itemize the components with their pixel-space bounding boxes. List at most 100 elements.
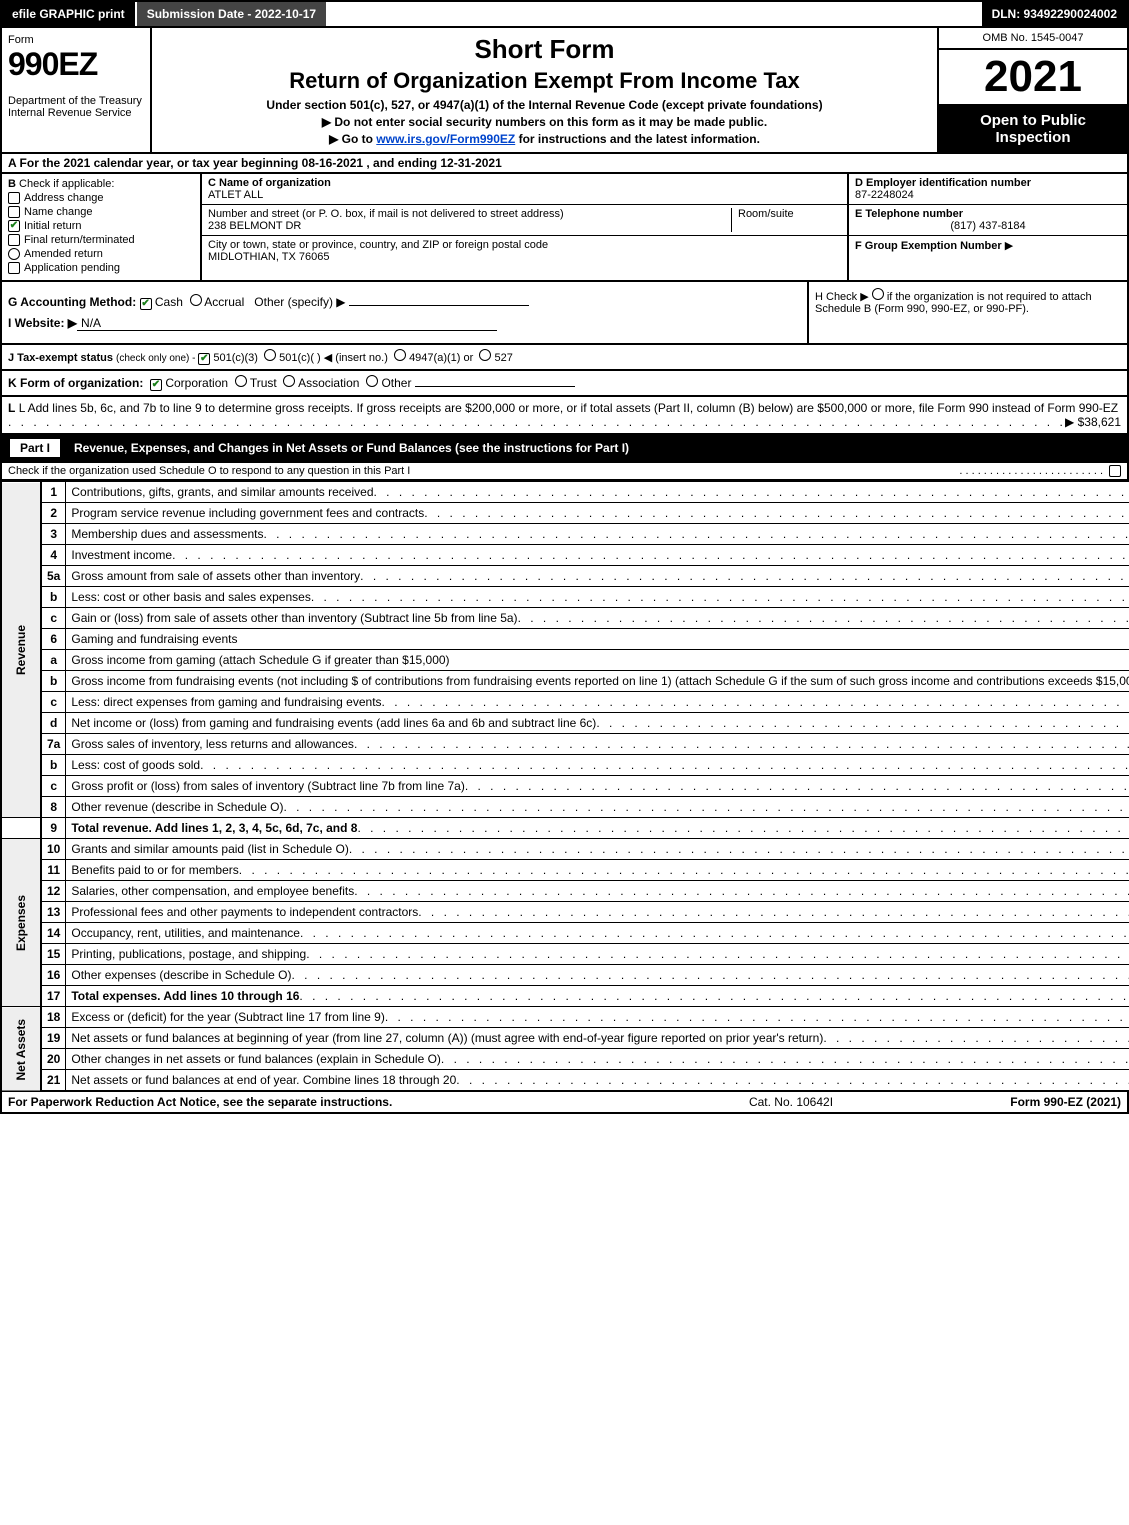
table-row: 9 Total revenue. Add lines 1, 2, 3, 4, 5… <box>1 818 1129 839</box>
part-i-table: Revenue 1 Contributions, gifts, grants, … <box>0 481 1129 1092</box>
form-id-box: Form 990EZ Department of the Treasury In… <box>2 28 152 152</box>
h-prefix: H Check ▶ <box>815 291 872 303</box>
top-bar-spacer <box>328 2 981 26</box>
table-row: 12 Salaries, other compensation, and emp… <box>1 881 1129 902</box>
radio-icon[interactable] <box>190 294 202 306</box>
table-row: 15 Printing, publications, postage, and … <box>1 944 1129 965</box>
part-i-header: Part I Revenue, Expenses, and Changes in… <box>0 435 1129 463</box>
page-footer: For Paperwork Reduction Act Notice, see … <box>0 1092 1129 1114</box>
department-label: Department of the Treasury Internal Reve… <box>8 95 144 119</box>
table-row: 13 Professional fees and other payments … <box>1 902 1129 923</box>
table-row: b Gross income from fundraising events (… <box>1 671 1129 692</box>
gross-receipts-arrow: ▶ $ <box>1065 415 1084 429</box>
org-name-value: ATLET ALL <box>208 189 841 201</box>
radio-icon[interactable] <box>283 375 295 387</box>
checkbox-checked-icon[interactable]: ✔ <box>198 353 210 365</box>
phone-label: E Telephone number <box>855 208 1121 220</box>
city-label: City or town, state or province, country… <box>208 239 841 251</box>
table-row: 7a Gross sales of inventory, less return… <box>1 734 1129 755</box>
table-row: 4 Investment income 4 0 <box>1 545 1129 566</box>
section-h: H Check ▶ if the organization is not req… <box>807 282 1127 343</box>
radio-icon[interactable] <box>366 375 378 387</box>
section-l: L L Add lines 5b, 6c, and 7b to line 9 t… <box>0 397 1129 435</box>
efile-print-button[interactable]: efile GRAPHIC print <box>2 2 137 26</box>
table-row: 21 Net assets or fund balances at end of… <box>1 1070 1129 1092</box>
table-row: 6 Gaming and fundraising events <box>1 629 1129 650</box>
checkbox-icon <box>8 192 20 204</box>
tax-year: 2021 <box>939 50 1127 106</box>
irs-form-link[interactable]: www.irs.gov/Form990EZ <box>376 132 515 146</box>
table-row: c Gain or (loss) from sale of assets oth… <box>1 608 1129 629</box>
radio-icon[interactable] <box>235 375 247 387</box>
table-row: 19 Net assets or fund balances at beginn… <box>1 1028 1129 1049</box>
org-name-label: C Name of organization <box>208 177 841 189</box>
form-title-box: Short Form Return of Organization Exempt… <box>152 28 937 152</box>
section-def: D Employer identification number 87-2248… <box>847 174 1127 280</box>
website-line: I Website: ▶N/A <box>8 316 801 331</box>
other-specify-input[interactable] <box>349 305 529 306</box>
submission-date-badge: Submission Date - 2022-10-17 <box>137 2 328 26</box>
table-row: 3 Membership dues and assessments 3 0 <box>1 524 1129 545</box>
ein-label: D Employer identification number <box>855 177 1121 189</box>
section-j: J Tax-exempt status (check only one) - ✔… <box>0 345 1129 371</box>
b-label: B <box>8 178 16 190</box>
table-row: 20 Other changes in net assets or fund b… <box>1 1049 1129 1070</box>
table-row: d Net income or (loss) from gaming and f… <box>1 713 1129 734</box>
goto-prefix: ▶ Go to <box>329 132 376 146</box>
table-row: b Less: cost of goods sold 7b 0 <box>1 755 1129 776</box>
table-row: b Less: cost or other basis and sales ex… <box>1 587 1129 608</box>
room-label: Room/suite <box>738 208 841 220</box>
section-k: K Form of organization: ✔ Corporation Tr… <box>0 371 1129 397</box>
instructions-link-line: ▶ Go to www.irs.gov/Form990EZ for instru… <box>162 132 927 146</box>
cb-initial-return[interactable]: ✔Initial return <box>8 220 194 232</box>
form-word: Form <box>8 34 144 46</box>
ssn-warning: ▶ Do not enter social security numbers o… <box>162 115 927 129</box>
table-row: 8 Other revenue (describe in Schedule O)… <box>1 797 1129 818</box>
table-row: 2 Program service revenue including gove… <box>1 503 1129 524</box>
table-row: Expenses 10 Grants and similar amounts p… <box>1 839 1129 860</box>
table-row: 11 Benefits paid to or for members 11 <box>1 860 1129 881</box>
part-i-tag: Part I <box>10 439 60 457</box>
omb-number: OMB No. 1545-0047 <box>939 28 1127 50</box>
checkbox-checked-icon[interactable]: ✔ <box>150 379 162 391</box>
checkbox-icon[interactable] <box>1109 465 1121 477</box>
table-row: a Gross income from gaming (attach Sched… <box>1 650 1129 671</box>
form-meta-box: OMB No. 1545-0047 2021 Open to Public In… <box>937 28 1127 152</box>
city-value: MIDLOTHIAN, TX 76065 <box>208 251 841 263</box>
net-assets-side-tab: Net Assets <box>1 1007 41 1092</box>
table-row: Net Assets 18 Excess or (deficit) for th… <box>1 1007 1129 1028</box>
expenses-side-tab: Expenses <box>1 839 41 1007</box>
radio-icon[interactable] <box>872 288 884 300</box>
cb-final-return[interactable]: Final return/terminated <box>8 234 194 246</box>
cb-address-change[interactable]: Address change <box>8 192 194 204</box>
form-ref: Form 990-EZ (2021) <box>921 1095 1121 1109</box>
catalog-number: Cat. No. 10642I <box>661 1095 921 1109</box>
group-exemption-label: F Group Exemption Number <box>855 240 1002 252</box>
table-row: c Gross profit or (loss) from sales of i… <box>1 776 1129 797</box>
phone-value: (817) 437-8184 <box>855 220 1121 232</box>
radio-icon[interactable] <box>479 349 491 361</box>
revenue-side-tab: Revenue <box>1 482 41 818</box>
part-i-title: Revenue, Expenses, and Changes in Net As… <box>74 441 1119 455</box>
radio-icon[interactable] <box>264 349 276 361</box>
dln-label: DLN: 93492290024002 <box>982 2 1127 26</box>
table-row: 17 Total expenses. Add lines 10 through … <box>1 986 1129 1007</box>
cb-application-pending[interactable]: Application pending <box>8 262 194 274</box>
return-title: Return of Organization Exempt From Incom… <box>162 68 927 94</box>
street-value: 238 BELMONT DR <box>208 220 731 232</box>
table-row: c Less: direct expenses from gaming and … <box>1 692 1129 713</box>
other-org-input[interactable] <box>415 386 575 387</box>
cb-name-change[interactable]: Name change <box>8 206 194 218</box>
table-row: 5a Gross amount from sale of assets othe… <box>1 566 1129 587</box>
section-ghi: G Accounting Method: ✔ Cash Accrual Othe… <box>0 282 1129 345</box>
gross-receipts-amount: 38,621 <box>1084 415 1121 429</box>
radio-icon[interactable] <box>394 349 406 361</box>
paperwork-notice: For Paperwork Reduction Act Notice, see … <box>8 1095 661 1109</box>
website-value: N/A <box>77 316 497 331</box>
row-a-tax-year: A For the 2021 calendar year, or tax yea… <box>0 154 1129 174</box>
ein-value: 87-2248024 <box>855 189 1121 201</box>
cb-amended-return[interactable]: Amended return <box>8 248 194 260</box>
identity-block: B Check if applicable: Address change Na… <box>0 174 1129 282</box>
checkbox-checked-icon[interactable]: ✔ <box>140 298 152 310</box>
radio-icon <box>8 248 20 260</box>
